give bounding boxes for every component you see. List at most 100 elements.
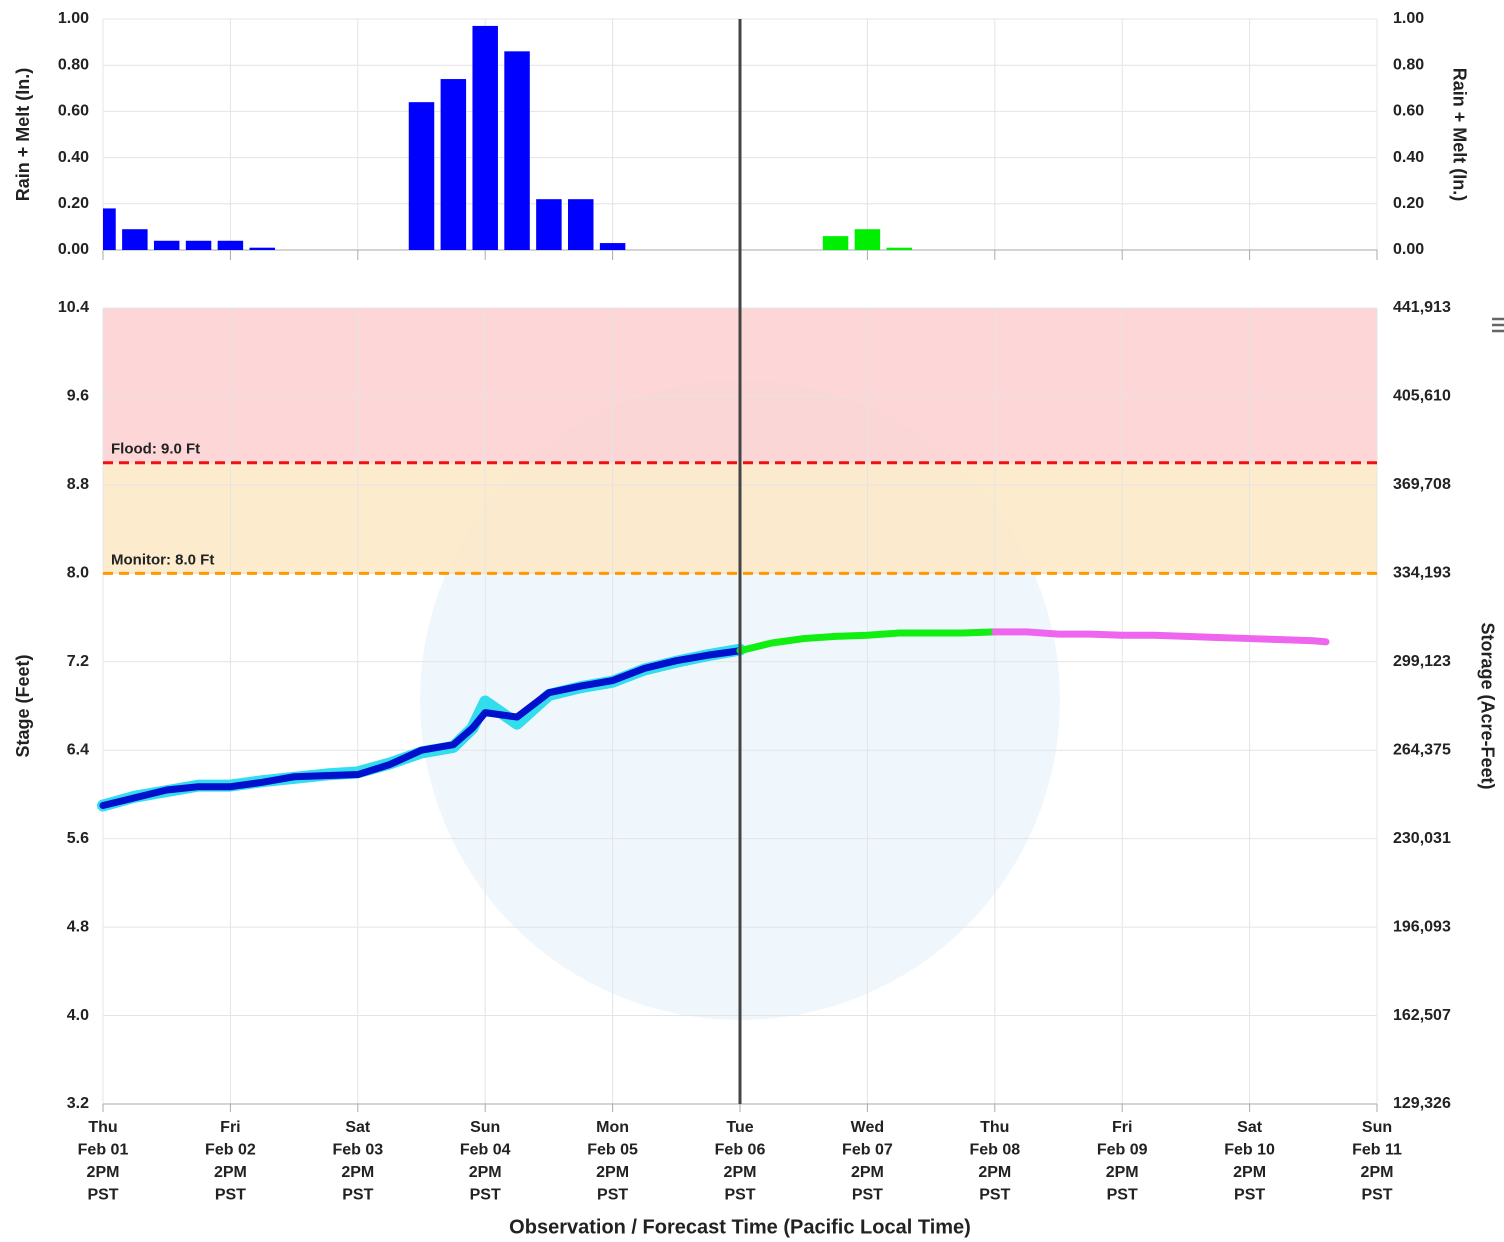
x-tick-label-line: Fri [220,1119,240,1136]
menu-icon[interactable] [1492,317,1504,333]
y2-tick-label: 1.00 [1393,10,1424,27]
x-tick-label-line: PST [724,1187,755,1204]
x-tick-label-line: PST [597,1187,628,1204]
y-tick-label: 8.8 [67,476,89,493]
x-tick-label-line: Wed [851,1119,884,1136]
y-tick-label: 0.40 [58,149,89,166]
y-tick-label: 8.0 [67,565,89,582]
y2-axis-label: Storage (Acre-Feet) [1477,622,1497,789]
x-tick-label-line: PST [215,1187,246,1204]
y2-axis-label: Rain + Melt (In.) [1449,68,1469,202]
x-tick-label-line: 2PM [596,1164,629,1181]
threshold-label: Monitor: 8.0 Ft [111,551,214,568]
series-line [99,647,744,809]
x-tick-label-line: Feb 08 [969,1142,1020,1159]
x-tick-label-line: PST [87,1187,118,1204]
x-tick-label-line: PST [1234,1187,1265,1204]
x-tick-label-line: 2PM [1233,1164,1266,1181]
x-tick-label-line: Thu [980,1119,1009,1136]
bar [185,240,212,250]
x-tick-label: Mon Feb 05 2PM PST [587,1119,638,1204]
y-tick-label: 4.8 [67,918,89,935]
threshold-label: Flood: 9.0 Ft [111,441,200,458]
x-tick-label-line: 2PM [978,1164,1011,1181]
x-tick-label-line: Feb 07 [842,1142,893,1159]
x-tick-label: Sun Feb 11 2PM PST [1352,1119,1402,1204]
bar [440,79,467,250]
x-tick-label-line: Mon [596,1119,629,1136]
x-tick-label-line: Sat [345,1119,371,1136]
x-tick-label-line: 2PM [341,1164,374,1181]
x-tick-label-line: PST [979,1187,1010,1204]
x-tick-label-line: 2PM [851,1164,884,1181]
y-axis-label: Rain + Melt (In.) [13,68,33,202]
bar [854,229,881,250]
x-tick-label-line: PST [342,1187,373,1204]
bar [249,247,275,250]
x-tick-label: Wed Feb 07 2PM PST [842,1119,893,1204]
x-tick-label-line: 2PM [1361,1164,1394,1181]
x-tick-label-line: Feb 03 [332,1142,383,1159]
y-tick-label: 4.0 [67,1007,89,1024]
x-tick-label: Sat Feb 10 2PM PST [1224,1119,1275,1204]
x-axis-label: Observation / Forecast Time (Pacific Loc… [509,1216,971,1238]
x-tick-label-line: Feb 02 [205,1142,256,1159]
y2-tick-label: 162,507 [1393,1007,1451,1024]
x-tick-label-line: Tue [726,1119,753,1136]
y2-tick-label: 196,093 [1393,918,1451,935]
bar [153,240,180,250]
x-tick-label-line: PST [1361,1187,1392,1204]
x-tick-label-line: Sun [470,1119,500,1136]
bar [408,102,435,250]
x-tick-label-line: 2PM [469,1164,502,1181]
bar [568,199,594,250]
x-tick-label-line: Sun [1362,1119,1392,1136]
x-tick-label: Sun Feb 04 2PM PST [460,1119,511,1204]
bar [504,51,530,250]
x-tick-label-line: Feb 01 [78,1142,129,1159]
bar [217,240,244,250]
x-tick-label-line: Fri [1112,1119,1132,1136]
bar [886,247,912,250]
x-tick-label-line: Feb 04 [460,1142,511,1159]
x-tick-label: Fri Feb 02 2PM PST [205,1119,256,1204]
x-tick-label-line: Feb 09 [1097,1142,1148,1159]
x-tick-label-line: 2PM [214,1164,247,1181]
y-tick-label: 0.60 [58,103,89,120]
y2-tick-label: 0.40 [1393,149,1424,166]
x-tick-label-line: Feb 11 [1352,1142,1402,1159]
y2-tick-label: 299,123 [1393,653,1451,670]
y-tick-label: 3.2 [67,1095,89,1112]
series-line [736,628,999,655]
bar [472,25,498,250]
x-tick-label: Sat Feb 03 2PM PST [332,1119,383,1204]
y2-tick-label: 441,913 [1393,299,1451,316]
series-line [991,628,1330,646]
bar [822,236,849,250]
x-tick-label-line: 2PM [724,1164,757,1181]
y-tick-label: 6.4 [67,741,89,758]
y2-tick-label: 129,326 [1393,1095,1451,1112]
y2-tick-label: 0.80 [1393,56,1424,73]
y-tick-label: 10.4 [58,299,89,316]
y2-tick-label: 264,375 [1393,741,1451,758]
x-tick-label-line: 2PM [1106,1164,1139,1181]
x-tick-label-line: PST [470,1187,501,1204]
x-tick-label-line: PST [852,1187,883,1204]
y-tick-label: 0.80 [58,56,89,73]
x-tick-label-line: PST [1107,1187,1138,1204]
y2-tick-label: 334,193 [1393,565,1451,582]
x-tick-label-line: Feb 05 [587,1142,638,1159]
y2-tick-label: 0.20 [1393,195,1424,212]
y-axis-label: Stage (Feet) [13,654,33,757]
bar [103,208,116,250]
y2-tick-label: 0.00 [1393,241,1424,258]
bar [536,199,562,250]
y2-tick-label: 369,708 [1393,476,1451,493]
bar [122,229,148,250]
x-tick-label: Thu Feb 08 2PM PST [969,1119,1020,1204]
y2-tick-label: 0.60 [1393,103,1424,120]
x-tick-label-line: 2PM [87,1164,120,1181]
x-tick-label: Thu Feb 01 2PM PST [78,1119,129,1204]
